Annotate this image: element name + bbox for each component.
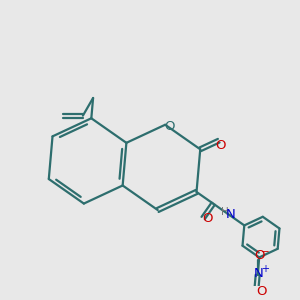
Text: −: − xyxy=(260,247,269,257)
Text: O: O xyxy=(256,285,267,298)
Text: +: + xyxy=(261,264,269,274)
Text: O: O xyxy=(215,139,225,152)
Text: O: O xyxy=(202,212,213,224)
Text: H: H xyxy=(221,207,229,217)
Text: O: O xyxy=(164,120,175,133)
Text: O: O xyxy=(254,249,264,262)
Text: N: N xyxy=(226,208,236,221)
Text: N: N xyxy=(254,267,264,280)
